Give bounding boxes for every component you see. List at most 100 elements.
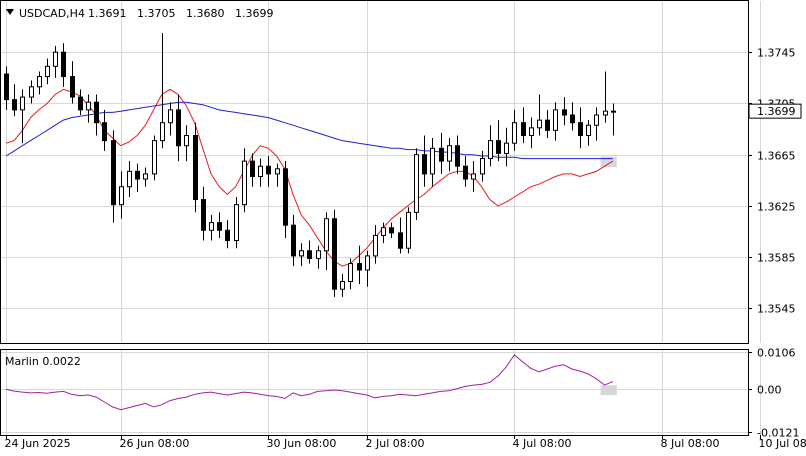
- bear-candle-body: [225, 229, 230, 242]
- bull-candle-body: [537, 119, 542, 129]
- bull-candle-body: [242, 160, 247, 206]
- bull-candle-body: [348, 263, 353, 283]
- bull-candle-body: [594, 114, 599, 126]
- bear-candle-body: [266, 165, 271, 175]
- candle: [53, 45, 58, 78]
- bear-candle-body: [307, 250, 312, 259]
- candle: [275, 163, 280, 187]
- open-price: 1.3691: [88, 7, 127, 20]
- high-price: 1.3705: [137, 7, 176, 20]
- candle: [488, 125, 493, 167]
- candle: [299, 243, 304, 267]
- bull-candle-body: [45, 65, 50, 78]
- candle: [111, 130, 116, 223]
- candle: [29, 80, 34, 104]
- candle: [357, 245, 362, 285]
- candle: [365, 250, 370, 287]
- candle: [406, 207, 411, 254]
- candle: [373, 225, 378, 264]
- bull-candle-body: [316, 250, 321, 259]
- candle: [603, 71, 608, 123]
- bear-candle-body: [332, 218, 337, 290]
- bull-candle-body: [143, 173, 148, 180]
- price-panel-frame: [0, 0, 749, 344]
- bull-candle-body: [299, 250, 304, 257]
- fast_ma-line: [5, 88, 614, 267]
- bull-candle-body: [488, 140, 493, 160]
- time-tick-label: 26 Jun 08:00: [120, 437, 190, 450]
- indicator-tick-label: 0.00: [757, 384, 782, 397]
- candle: [234, 196, 239, 249]
- candle: [78, 89, 83, 115]
- bull-candle-body: [160, 122, 165, 142]
- bear-candle-body: [61, 51, 66, 78]
- candle: [545, 109, 550, 139]
- candle: [127, 161, 132, 197]
- candle: [496, 120, 501, 162]
- marlin-line-group: [5, 354, 613, 411]
- candle: [283, 161, 288, 238]
- candle: [307, 240, 312, 264]
- current-price-label: 1.3699: [757, 105, 796, 118]
- bull-candle-body: [127, 170, 132, 188]
- candle: [20, 89, 25, 144]
- bear-candle-body: [545, 119, 550, 131]
- bull-candle-body: [86, 101, 91, 111]
- bear-candle-body: [217, 222, 222, 231]
- dropdown-triangle-icon[interactable]: [6, 9, 14, 15]
- candle: [340, 273, 345, 297]
- candle: [4, 66, 9, 110]
- candle: [160, 33, 165, 149]
- candle: [250, 153, 255, 187]
- bear-candle-body: [291, 224, 296, 257]
- time-tick-label: 30 Jun 08:00: [267, 437, 337, 450]
- bull-candle-body: [512, 122, 517, 144]
- bear-candle-body: [398, 232, 403, 249]
- time-axis: 24 Jun 2025 26 Jun 08:00 30 Jun 08:00 2 Jul…: [5, 435, 806, 450]
- candle: [578, 107, 583, 149]
- candle: [455, 135, 460, 174]
- bear-candle-body: [193, 134, 198, 201]
- price-tick-label: 1.3545: [757, 303, 796, 316]
- candle: [291, 214, 296, 267]
- candle: [152, 135, 157, 181]
- bull-candle-body: [381, 227, 386, 236]
- bull-candle-body: [168, 109, 173, 124]
- current-price-marker-box: [748, 103, 802, 119]
- bull-candle-body: [529, 127, 534, 136]
- price-highlight-zone: [600, 156, 617, 168]
- bull-candle-body: [234, 204, 239, 242]
- price-grid: [1, 1, 761, 343]
- marlin-line: [5, 354, 613, 411]
- bull-candle-body: [447, 145, 452, 162]
- bull-candle-body: [20, 96, 25, 111]
- candle: [447, 138, 452, 172]
- candle: [86, 94, 91, 123]
- price-tick-label: 1.3745: [757, 47, 796, 60]
- candle: [225, 220, 230, 249]
- candle: [594, 107, 599, 141]
- price-tick-label: 1.3625: [757, 201, 796, 214]
- candle: [414, 148, 419, 221]
- candle: [61, 43, 66, 87]
- candle: [324, 212, 329, 270]
- candle: [119, 171, 124, 219]
- bull-candle-body: [152, 140, 157, 175]
- indicator-grid: [1, 350, 761, 435]
- candle: [471, 161, 476, 192]
- candle: [512, 109, 517, 151]
- bear-candle-body: [250, 160, 255, 177]
- candles: [4, 33, 616, 297]
- indicator-tick-label: -0.0121: [757, 427, 799, 440]
- bull-candle-body: [37, 76, 42, 88]
- bull-candle-body: [275, 168, 280, 175]
- bear-candle-body: [357, 263, 362, 271]
- bull-candle-body: [119, 186, 124, 206]
- candle: [70, 61, 75, 104]
- bear-candle-body: [70, 76, 75, 98]
- time-tick-label: 10 Jul 08:00: [759, 437, 806, 450]
- chart-header: USDCAD,H4 1.3691 1.3705 1.3680 1.3699: [6, 7, 274, 20]
- candle: [135, 163, 140, 192]
- bull-candle-body: [603, 110, 608, 116]
- candle: [45, 58, 50, 85]
